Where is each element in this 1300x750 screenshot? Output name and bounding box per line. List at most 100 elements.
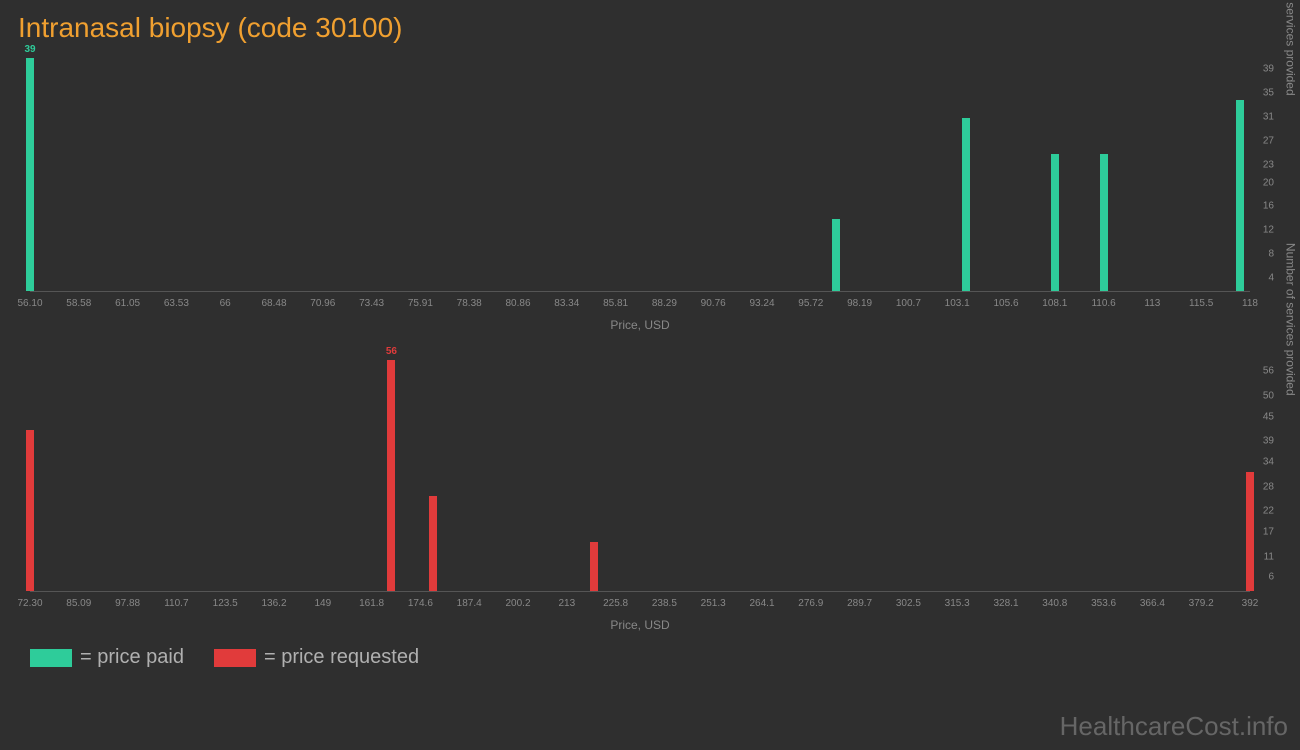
x-tick: 61.05 xyxy=(115,298,140,309)
x-tick: 113 xyxy=(1144,298,1160,309)
charts-container: 481216202327313539 Number of services pr… xyxy=(30,52,1250,634)
legend-swatch-requested xyxy=(214,649,256,667)
x-tick: 83.34 xyxy=(554,298,579,309)
y-tick: 39 xyxy=(1263,63,1274,74)
x-tick: 353.6 xyxy=(1091,598,1116,609)
x-tick: 100.7 xyxy=(896,298,921,309)
bar xyxy=(26,430,34,591)
plot-area-top: 481216202327313539 Number of services pr… xyxy=(30,52,1250,292)
bar: 39 xyxy=(26,58,34,291)
x-tick: 392 xyxy=(1242,598,1259,609)
x-axis-label-bottom: Price, USD xyxy=(610,618,669,632)
y-tick: 12 xyxy=(1263,225,1274,236)
y-tick: 6 xyxy=(1268,572,1274,583)
bar xyxy=(590,542,598,591)
bar-label: 56 xyxy=(386,346,397,357)
x-tick: 85.09 xyxy=(66,598,91,609)
x-tick: 328.1 xyxy=(993,598,1018,609)
x-tick: 105.6 xyxy=(993,298,1018,309)
y-tick: 4 xyxy=(1268,273,1274,284)
x-tick: 108.1 xyxy=(1042,298,1067,309)
x-tick: 88.29 xyxy=(652,298,677,309)
x-tick: 72.30 xyxy=(17,598,42,609)
x-tick: 302.5 xyxy=(896,598,921,609)
y-tick: 22 xyxy=(1263,506,1274,517)
x-tick: 103.1 xyxy=(945,298,970,309)
bar xyxy=(1051,154,1059,291)
x-tick: 174.6 xyxy=(408,598,433,609)
y-tick: 8 xyxy=(1268,249,1274,260)
x-tick: 118 xyxy=(1242,298,1258,309)
x-axis-bottom: Price, USD 72.3085.0997.88110.7123.5136.… xyxy=(30,594,1250,634)
x-tick: 213 xyxy=(558,598,575,609)
x-tick: 56.10 xyxy=(17,298,42,309)
y-tick: 35 xyxy=(1263,87,1274,98)
x-axis-label-top: Price, USD xyxy=(610,318,669,332)
x-tick: 315.3 xyxy=(945,598,970,609)
x-tick: 63.53 xyxy=(164,298,189,309)
x-tick: 187.4 xyxy=(457,598,482,609)
legend-item-requested: = price requested xyxy=(214,646,419,669)
x-tick: 80.86 xyxy=(505,298,530,309)
x-tick: 93.24 xyxy=(749,298,774,309)
y-tick: 45 xyxy=(1263,411,1274,422)
x-tick: 68.48 xyxy=(261,298,286,309)
x-tick: 149 xyxy=(314,598,331,609)
x-tick: 379.2 xyxy=(1189,598,1214,609)
y-tick: 11 xyxy=(1264,551,1274,562)
x-tick: 115.5 xyxy=(1189,298,1213,309)
x-tick: 95.72 xyxy=(798,298,823,309)
x-tick: 289.7 xyxy=(847,598,872,609)
y-tick: 28 xyxy=(1263,481,1274,492)
x-tick: 264.1 xyxy=(749,598,774,609)
y-tick: 50 xyxy=(1263,390,1274,401)
x-tick: 85.81 xyxy=(603,298,628,309)
plot-area-bottom: 6111722283439455056 Number of services p… xyxy=(30,352,1250,592)
chart-price-paid: 481216202327313539 Number of services pr… xyxy=(30,52,1250,292)
x-tick: 110.7 xyxy=(164,598,188,609)
x-tick: 110.6 xyxy=(1091,298,1115,309)
bar xyxy=(962,118,970,291)
x-tick: 97.88 xyxy=(115,598,140,609)
x-tick: 58.58 xyxy=(66,298,91,309)
bar-label: 39 xyxy=(24,44,35,55)
bar xyxy=(1100,154,1108,291)
x-tick: 70.96 xyxy=(310,298,335,309)
bar xyxy=(1246,472,1254,592)
bar xyxy=(429,496,437,591)
legend-swatch-paid xyxy=(30,649,72,667)
y-tick: 23 xyxy=(1263,159,1274,170)
legend-item-paid: = price paid xyxy=(30,646,184,669)
legend: = price paid = price requested xyxy=(0,634,1300,669)
chart-price-requested: 6111722283439455056 Number of services p… xyxy=(30,352,1250,592)
y-tick: 20 xyxy=(1263,177,1274,188)
x-tick: 75.91 xyxy=(408,298,433,309)
y-axis-label-bottom: Number of services provided xyxy=(1284,242,1298,395)
legend-label-paid: = price paid xyxy=(80,646,184,669)
x-tick: 340.8 xyxy=(1042,598,1067,609)
x-tick: 78.38 xyxy=(457,298,482,309)
y-tick: 17 xyxy=(1263,526,1274,537)
x-tick: 276.9 xyxy=(798,598,823,609)
bar: 56 xyxy=(387,360,395,591)
x-tick: 238.5 xyxy=(652,598,677,609)
bar xyxy=(1236,100,1244,291)
bar xyxy=(832,219,840,291)
y-tick: 34 xyxy=(1263,456,1274,467)
y-tick: 56 xyxy=(1263,366,1274,377)
x-tick: 98.19 xyxy=(847,298,872,309)
x-tick: 136.2 xyxy=(261,598,286,609)
y-tick: 16 xyxy=(1263,201,1274,212)
x-tick: 73.43 xyxy=(359,298,384,309)
y-tick: 39 xyxy=(1263,436,1274,447)
x-tick: 123.5 xyxy=(213,598,238,609)
x-tick: 366.4 xyxy=(1140,598,1165,609)
x-tick: 161.8 xyxy=(359,598,384,609)
watermark: HealthcareCost.info xyxy=(1060,711,1288,742)
legend-label-requested: = price requested xyxy=(264,646,419,669)
x-tick: 251.3 xyxy=(701,598,726,609)
y-axis-label-top: Number of services provided xyxy=(1284,0,1298,95)
x-tick: 200.2 xyxy=(505,598,530,609)
x-tick: 90.76 xyxy=(701,298,726,309)
page-title: Intranasal biopsy (code 30100) xyxy=(0,0,1300,52)
